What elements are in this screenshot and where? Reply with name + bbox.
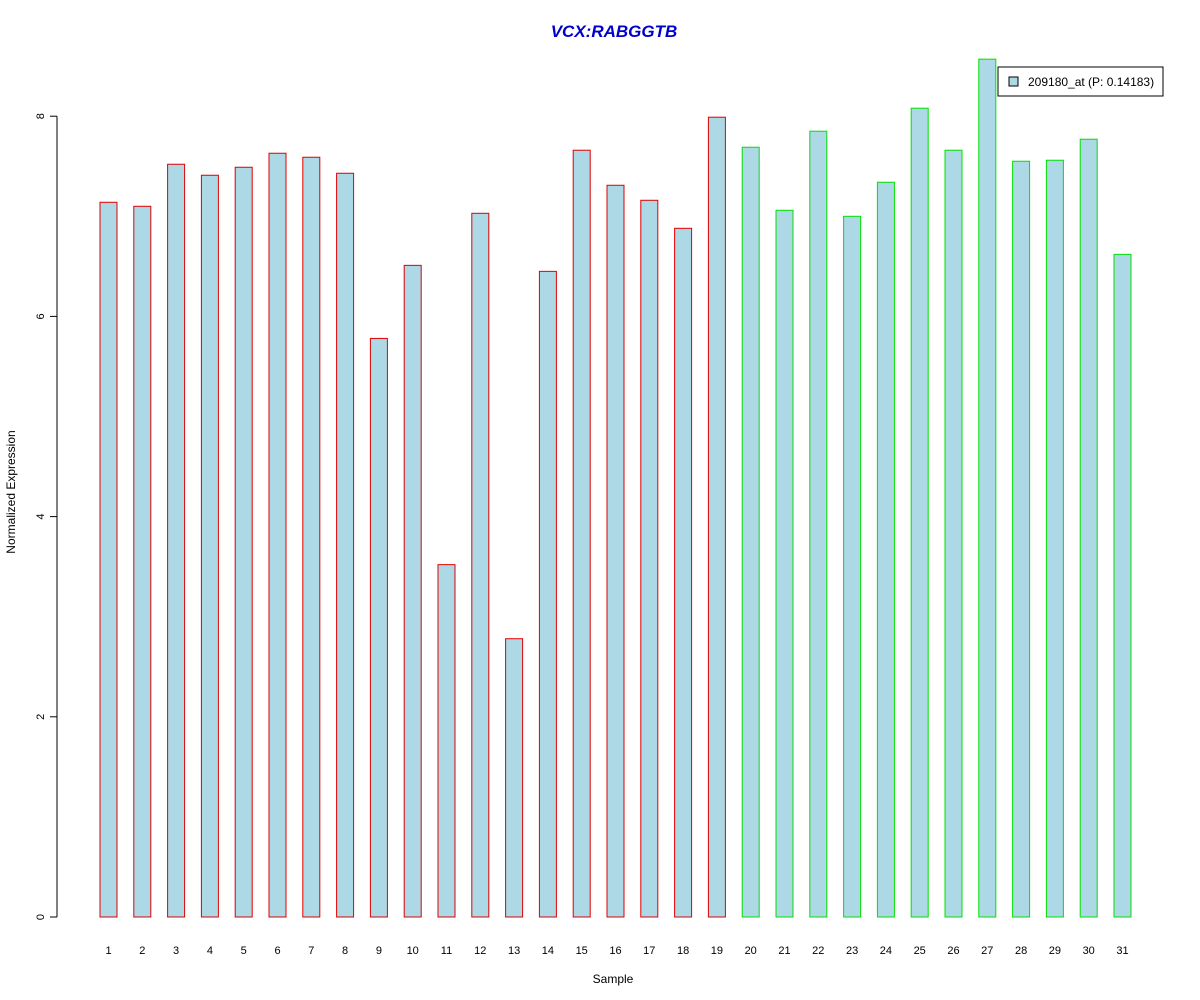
x-tick-label: 24 [880, 945, 892, 957]
x-tick-label: 20 [745, 945, 757, 957]
bar-sample-17 [640, 199, 659, 918]
bar-sample-31 [1113, 253, 1132, 918]
x-tick-label: 11 [441, 945, 452, 957]
y-tick-label: 4 [35, 514, 47, 520]
x-tick-label: 10 [407, 945, 419, 957]
x-tick-label: 31 [1116, 945, 1128, 957]
x-tick-label: 28 [1015, 945, 1027, 957]
x-tick-label: 6 [274, 945, 280, 957]
bar-sample-20 [741, 146, 760, 918]
y-axis-label: Normalized Expression [4, 430, 18, 553]
bar-sample-3 [167, 163, 186, 918]
x-tick-label: 17 [643, 945, 655, 957]
legend: 209180_at (P: 0.14183) [997, 66, 1164, 97]
x-tick-label: 14 [542, 945, 554, 957]
x-tick-label: 4 [207, 945, 213, 957]
x-tick-label: 16 [609, 945, 621, 957]
bar-sample-15 [572, 149, 591, 918]
bar-sample-9 [369, 337, 388, 918]
x-tick-label: 26 [947, 945, 959, 957]
bar-sample-5 [234, 166, 253, 918]
bar-sample-7 [302, 156, 321, 918]
bar-sample-10 [403, 264, 422, 918]
bar-sample-13 [505, 638, 524, 918]
x-tick-label: 15 [576, 945, 588, 957]
legend-swatch [1008, 76, 1019, 87]
bar-sample-6 [268, 152, 287, 918]
bar-sample-25 [910, 107, 929, 918]
bar-sample-11 [437, 564, 456, 918]
legend-entry: 209180_at (P: 0.14183) [1028, 75, 1154, 89]
x-tick-label: 25 [914, 945, 926, 957]
x-tick-label: 30 [1083, 945, 1095, 957]
bar-sample-22 [809, 130, 828, 918]
x-tick-label: 22 [812, 945, 824, 957]
bar-sample-18 [674, 227, 693, 918]
x-tick-label: 27 [981, 945, 993, 957]
bar-sample-29 [1045, 159, 1064, 918]
bar-sample-21 [775, 209, 794, 918]
bars [99, 58, 1132, 918]
bar-sample-1 [99, 201, 118, 918]
bar-sample-8 [336, 172, 355, 918]
x-axis-tick-labels: 1 2 3 4 5 6 7 8 9 10 11 12 13 14 15 16 17 18 19 20 21 22 23 24 2… [105, 945, 1128, 957]
bar-sample-28 [1012, 160, 1031, 918]
bar-sample-24 [876, 181, 895, 918]
x-tick-label: 13 [508, 945, 520, 957]
bar-sample-30 [1079, 138, 1098, 918]
bar-sample-19 [707, 116, 726, 918]
x-tick-label: 1 [105, 945, 111, 957]
x-axis-label: Sample [593, 972, 634, 986]
x-tick-label: 9 [376, 945, 382, 957]
x-tick-label: 29 [1049, 945, 1061, 957]
bar-sample-12 [471, 212, 490, 918]
y-axis: 0 2 4 6 8 [35, 113, 58, 920]
x-tick-label: 21 [778, 945, 790, 957]
x-tick-label: 8 [342, 945, 348, 957]
x-tick-label: 2 [139, 945, 145, 957]
y-tick-label: 2 [35, 714, 47, 720]
x-tick-label: 5 [241, 945, 247, 957]
x-tick-label: 7 [308, 945, 314, 957]
bar-sample-26 [944, 149, 963, 918]
bar-sample-16 [606, 184, 625, 918]
x-tick-label: 18 [677, 945, 689, 957]
bar-sample-4 [200, 174, 219, 918]
bar-sample-2 [133, 205, 152, 918]
x-tick-label: 23 [846, 945, 858, 957]
x-tick-label: 3 [173, 945, 179, 957]
bar-sample-14 [538, 270, 557, 918]
bar-sample-23 [843, 215, 862, 918]
x-tick-label: 19 [711, 945, 723, 957]
x-tick-label: 12 [474, 945, 486, 957]
y-tick-label: 6 [35, 313, 47, 319]
bar-sample-27 [978, 58, 997, 918]
y-tick-label: 0 [35, 914, 47, 920]
legend-box [997, 66, 1164, 97]
y-tick-label: 8 [35, 113, 47, 119]
chart-title: VCX:RABGGTB [551, 22, 678, 41]
